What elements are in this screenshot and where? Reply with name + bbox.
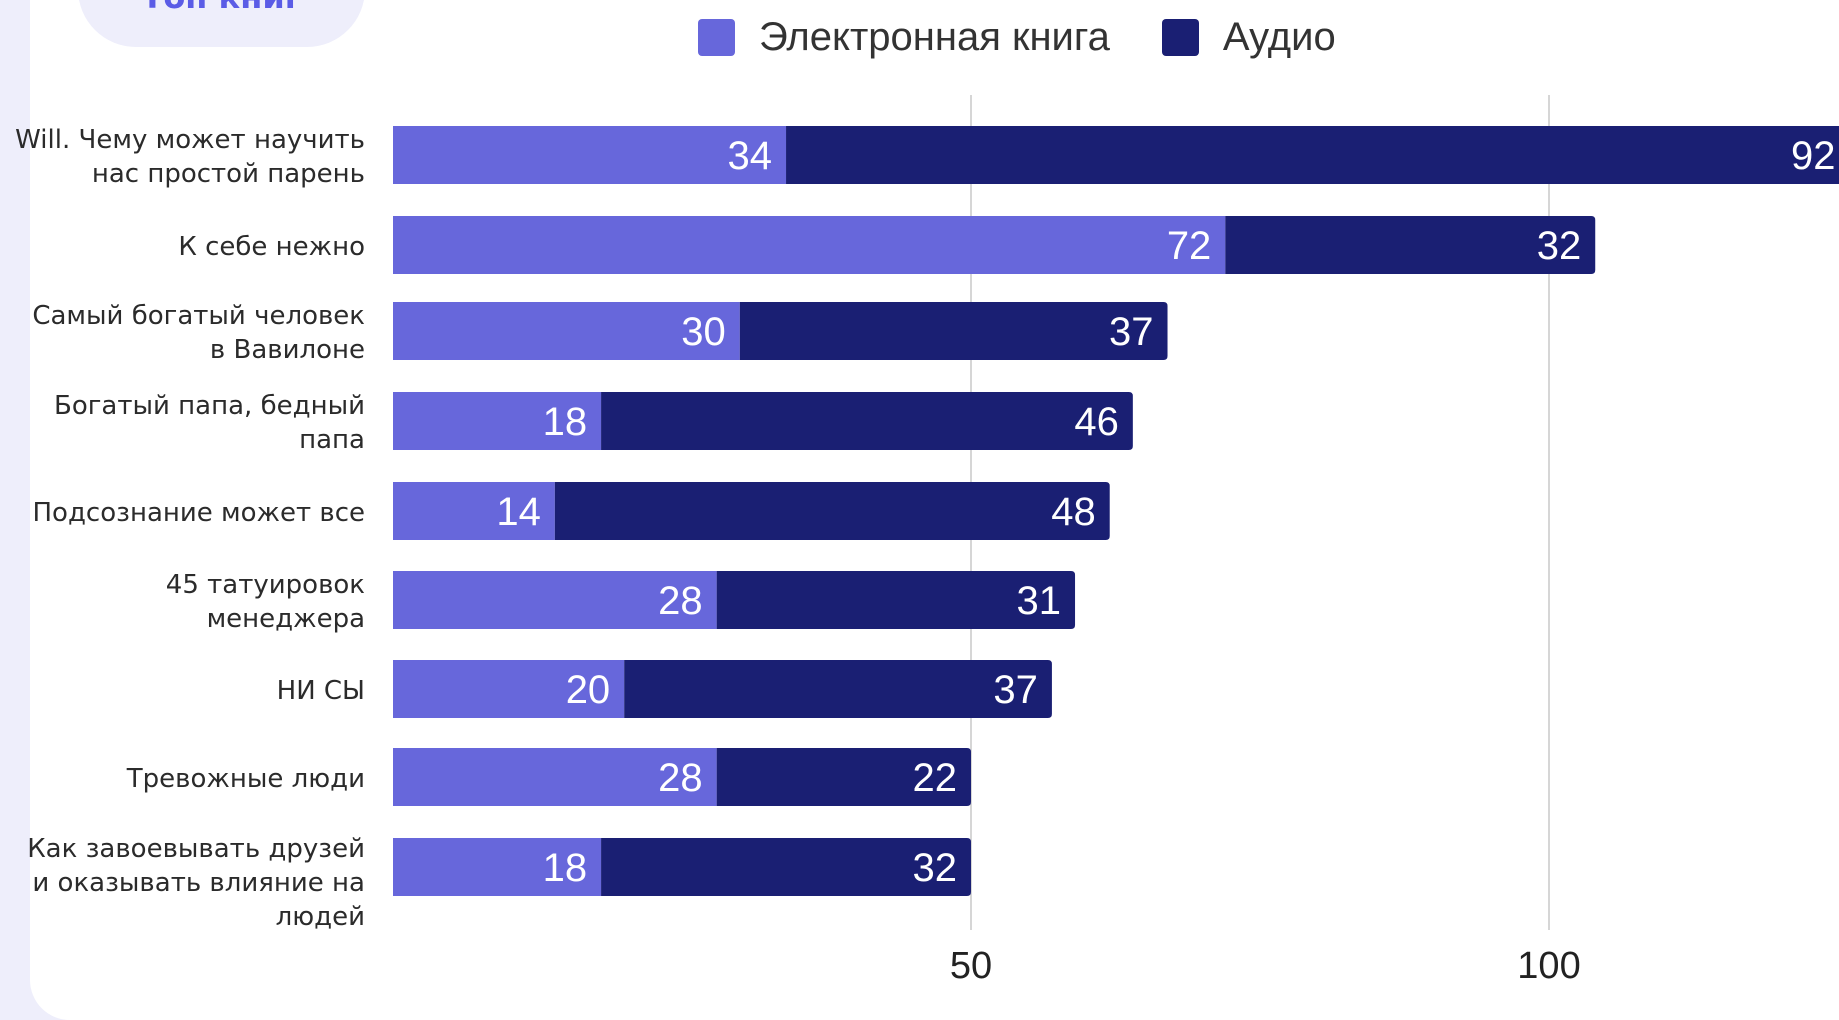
legend-item-audio: Аудио	[1161, 14, 1336, 60]
stacked-bar-chart: 50 100 34 92 Will. Чему может научить нас про…	[15, 95, 1839, 982]
data-label-audio: 37	[993, 668, 1038, 712]
bar-ebook	[393, 392, 602, 450]
bar-ebook	[393, 302, 740, 360]
bar-ebook	[393, 216, 1226, 274]
category-label: Тревожные люди	[126, 764, 365, 794]
legend-swatch-audio	[1161, 18, 1199, 56]
bar-audio	[624, 660, 1052, 718]
data-label-audio: 37	[1109, 310, 1154, 354]
category-label: К себе нежно	[178, 232, 365, 262]
page-title: Топ книг	[141, 0, 301, 13]
chart-legend: Электронная книга Аудио	[698, 14, 1388, 60]
category-label: Как завоевывать друзей и оказывать влияни…	[27, 834, 365, 932]
legend-label-ebook: Электронная книга	[759, 14, 1110, 59]
data-label-audio: 31	[1017, 579, 1062, 623]
category-label: Богатый папа, бедный папа	[54, 391, 365, 455]
bar-audio	[739, 302, 1168, 360]
bar-audio	[716, 571, 1076, 629]
category-label: Подсознание может все	[32, 498, 365, 528]
category-label: Will. Чему может научить нас простой паре…	[15, 125, 365, 189]
data-label-ebook: 18	[543, 846, 588, 890]
data-label-ebook: 28	[658, 756, 703, 800]
x-tick-label: 100	[1517, 945, 1580, 982]
data-label-ebook: 28	[658, 579, 703, 623]
legend-label-audio: Аудио	[1222, 14, 1336, 59]
data-label-audio: 92	[1791, 134, 1836, 178]
data-label-ebook: 14	[496, 490, 541, 534]
bar-audio	[786, 126, 1839, 184]
bar-ebook	[393, 126, 787, 184]
bar-audio	[716, 748, 971, 806]
bar-audio	[554, 482, 1110, 540]
category-label: Самый богатый человек в Вавилоне	[32, 301, 365, 365]
data-label-audio: 32	[1537, 224, 1582, 268]
legend-swatch-ebook	[698, 18, 735, 56]
category-label: 45 татуировок менеджера	[166, 570, 365, 634]
category-label: НИ СЫ	[277, 676, 365, 706]
data-label-audio: 32	[913, 846, 958, 890]
bar-ebook	[393, 571, 717, 629]
bar-ebook	[393, 838, 602, 896]
bar-audio	[601, 838, 971, 896]
x-tick-label: 50	[950, 945, 992, 982]
legend-item-ebook: Электронная книга	[698, 15, 1110, 60]
data-label-ebook: 34	[728, 134, 773, 178]
bar-ebook	[393, 748, 717, 806]
data-label-audio: 48	[1051, 490, 1096, 534]
bar-ebook	[393, 482, 555, 540]
title-pill: Топ книг	[78, 0, 365, 47]
bar-audio	[1225, 216, 1596, 274]
bar-ebook	[393, 660, 625, 718]
bar-audio	[601, 392, 1133, 450]
data-label-ebook: 72	[1167, 224, 1212, 268]
data-label-ebook: 20	[566, 668, 611, 712]
data-label-audio: 46	[1074, 400, 1119, 444]
data-label-ebook: 18	[543, 400, 588, 444]
data-label-audio: 22	[913, 756, 958, 800]
data-label-ebook: 30	[681, 310, 726, 354]
